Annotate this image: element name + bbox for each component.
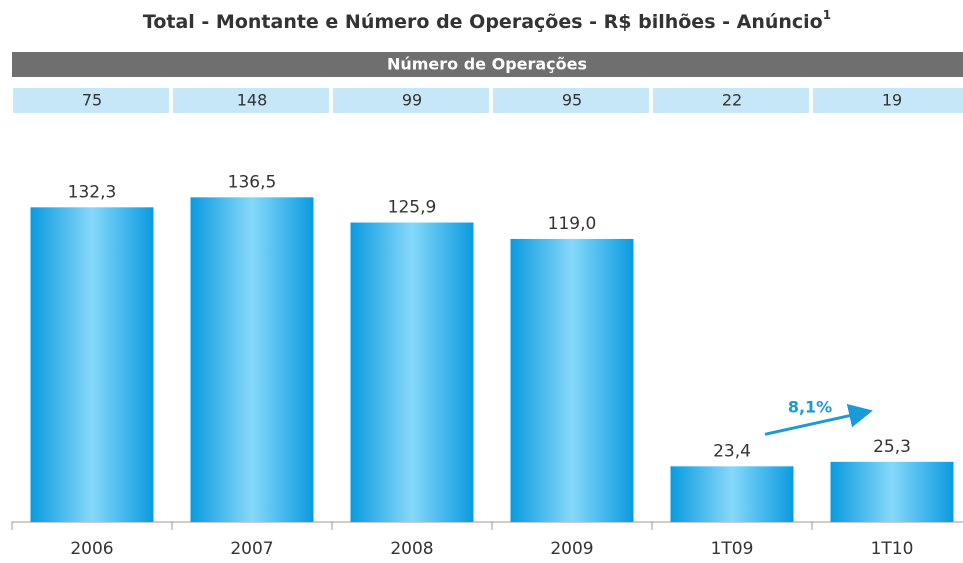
table-cell [173,88,329,113]
title-footnote: 1 [823,8,831,22]
x-tick-label: 2006 [70,539,113,559]
x-tick-label: 2008 [390,539,433,559]
bar [190,197,314,522]
annotation: 8,1% [788,398,832,417]
x-tick-label: 1T10 [871,539,914,559]
x-tick-label: 1T09 [711,539,754,559]
title-text: Total - Montante e Número de Operações -… [143,11,823,33]
x-tick-label: 2009 [550,539,593,559]
table-value: 19 [882,91,902,110]
table-header-band [12,52,963,77]
table-header: Número de Operações [387,55,587,74]
bar [30,207,154,522]
bar [350,222,474,523]
bar [830,461,954,522]
value-label: 132,3 [68,182,117,202]
table-cell [493,88,649,113]
value-label: 23,4 [713,441,751,461]
value-label: 125,9 [388,198,437,218]
table-cell [13,88,169,113]
table-value: 148 [237,91,268,110]
table-value: 22 [722,91,742,110]
table-cell [653,88,809,113]
bar [510,238,634,522]
x-tick-label: 2007 [230,539,273,559]
chart-title: Total - Montante e Número de Operações -… [143,8,831,33]
table-cell [813,88,963,113]
value-label: 119,0 [548,214,597,234]
value-label: 136,5 [228,172,277,192]
table-cell [333,88,489,113]
table-value: 99 [402,91,422,110]
table-value: 75 [82,91,102,110]
growth-arrow [764,403,873,436]
table-value: 95 [562,91,582,110]
bar [670,466,794,522]
value-label: 25,3 [873,437,911,457]
